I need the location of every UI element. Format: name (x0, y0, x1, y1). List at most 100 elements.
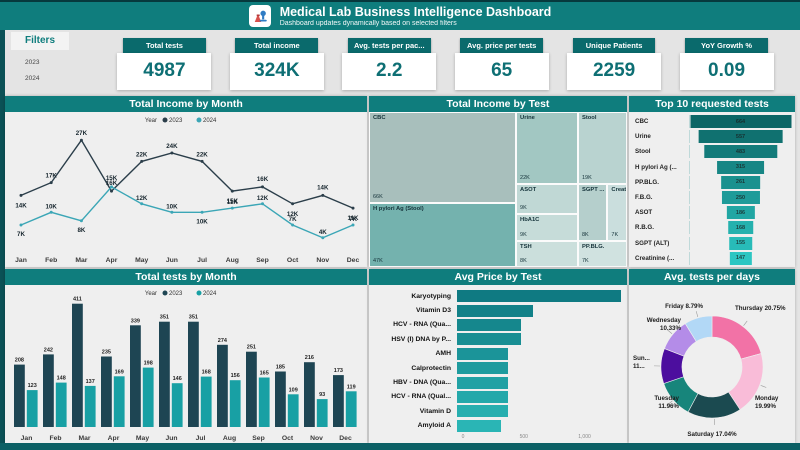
bar-Sep-2023[interactable] (246, 351, 257, 427)
point-2023-Oct[interactable] (291, 202, 295, 206)
kpi-card-3[interactable]: Avg. price per tests 65 (454, 38, 549, 90)
bar-Apr-2023[interactable] (101, 356, 112, 428)
treemap-cell-6[interactable]: TSH 8K (516, 240, 578, 267)
price-bar[interactable] (457, 362, 508, 375)
point-2023-Jan[interactable] (19, 193, 23, 197)
bar-Feb-2024[interactable] (55, 382, 67, 427)
point-2023-Jul[interactable] (200, 159, 204, 163)
point-2024-Aug[interactable] (230, 206, 234, 210)
bar-Jan-2023[interactable] (14, 364, 25, 427)
funnel-bar[interactable]: 155 (728, 236, 753, 250)
price-bar[interactable] (457, 347, 508, 360)
treemap-cell-5[interactable]: HbA1C 9K (516, 214, 578, 241)
kpi-card-1[interactable]: Total income 324K (229, 38, 324, 90)
funnel-bar[interactable]: 250 (721, 191, 760, 205)
treemap-cell-8[interactable]: Creati... 7K (607, 184, 627, 241)
point-2024-Nov[interactable] (321, 236, 325, 240)
point-2024-May[interactable] (140, 202, 144, 206)
bar-Sep-2024[interactable] (258, 377, 270, 428)
treemap-cell-7[interactable]: SGPT ... 8K (577, 184, 608, 241)
point-2024-Mar[interactable] (79, 219, 83, 223)
funnel-bar[interactable]: 315 (716, 160, 765, 174)
funnel-row-7: R.B.G. 168 (629, 220, 795, 235)
donut-slice-Thursday[interactable] (711, 315, 762, 360)
funnel-bar[interactable]: 186 (726, 206, 755, 220)
price-bar[interactable] (457, 390, 508, 403)
price-bar[interactable] (457, 318, 522, 331)
treemap-cell-3[interactable]: Stool 19K (577, 112, 627, 185)
point-2024-Sep[interactable] (261, 202, 264, 206)
funnel-bar-area: 250 (689, 191, 791, 205)
funnel-bar[interactable]: 557 (698, 130, 783, 144)
bar-Oct-2023[interactable] (275, 371, 286, 428)
point-2024-Jul[interactable] (200, 210, 204, 214)
price-bar-area (457, 405, 621, 418)
kpi-card-0[interactable]: Total tests 4987 (117, 38, 212, 90)
point-2023-Nov[interactable] (321, 193, 325, 197)
bar-May-2024[interactable] (142, 367, 154, 427)
point-2023-May[interactable] (140, 159, 144, 163)
bar-Mar-2023[interactable] (72, 303, 83, 427)
point-2023-Aug[interactable] (230, 189, 234, 193)
treemap-cell-1[interactable]: H pylori Ag (Stool) 47K (369, 202, 517, 267)
bar-Jun-2024[interactable] (171, 383, 183, 427)
point-2023-Apr[interactable] (110, 189, 113, 193)
price-row-5: Calprotectin (369, 361, 627, 375)
funnel-bar[interactable]: 261 (720, 175, 761, 189)
bar-Jul-2023[interactable] (188, 321, 199, 427)
funnel-bar[interactable]: 483 (703, 145, 778, 159)
bar-Dec-2024[interactable] (345, 391, 357, 427)
point-2023-Mar[interactable] (79, 138, 83, 142)
bar-Apr-2024[interactable] (113, 376, 125, 427)
donut-slice-Friday[interactable] (684, 315, 713, 342)
bar-Mar-2024[interactable] (84, 385, 96, 427)
treemap-cell-4[interactable]: ASOT 9K (516, 184, 578, 215)
tests-per-day-donut[interactable] (629, 285, 795, 443)
point-2024-Oct[interactable] (291, 223, 295, 227)
svg-text:148: 148 (57, 376, 66, 382)
treemap-cell-0[interactable]: CBC 66K (369, 112, 517, 203)
point-2024-Jan[interactable] (19, 223, 23, 227)
bar-Nov-2023[interactable] (304, 362, 315, 427)
line-series-2023[interactable] (20, 138, 354, 209)
svg-text:22K: 22K (196, 151, 208, 158)
funnel-bar[interactable]: 168 (727, 221, 754, 235)
funnel-bar[interactable]: 664 (690, 115, 791, 129)
kpi-card-2[interactable]: Avg. tests per pac... 2.2 (342, 38, 437, 90)
bar-Jun-2023[interactable] (159, 321, 170, 427)
price-bar[interactable] (457, 405, 508, 418)
price-bar[interactable] (457, 333, 521, 346)
funnel-bar[interactable]: 147 (729, 251, 752, 265)
bar-Aug-2024[interactable] (229, 380, 241, 427)
line-series-2024[interactable] (20, 186, 354, 239)
point-2024-Dec[interactable] (351, 223, 355, 227)
price-bar[interactable] (457, 290, 621, 303)
income-by-month-chart[interactable]: Year 2023 202414K17K27K15K22K24K22K15K16K1… (5, 112, 367, 267)
price-bar[interactable] (457, 304, 533, 317)
point-2023-Feb[interactable] (49, 181, 53, 185)
kpi-card-5[interactable]: YoY Growth % 0.09 (679, 38, 774, 90)
point-2024-Apr[interactable] (110, 185, 113, 189)
filter-option-2024[interactable]: 2024 (25, 75, 40, 82)
kpi-card-4[interactable]: Unique Patients 2259 (567, 38, 662, 90)
funnel-bar-area: 155 (689, 236, 791, 250)
bar-Nov-2024[interactable] (316, 399, 328, 427)
tests-by-month-chart[interactable]: Year 2023 2024 208 123 Jan 242 148 Feb 411 137 Mar 2… (5, 285, 367, 443)
point-2024-Feb[interactable] (49, 210, 53, 214)
bar-Feb-2023[interactable] (43, 354, 54, 427)
treemap-cell-2[interactable]: Urine 22K (516, 112, 578, 185)
bar-Jul-2024[interactable] (200, 376, 212, 427)
point-2023-Jun[interactable] (170, 151, 174, 155)
bar-May-2023[interactable] (130, 325, 141, 427)
price-bar[interactable] (457, 419, 502, 432)
price-bar[interactable] (457, 376, 508, 389)
bar-Jan-2024[interactable] (26, 390, 38, 427)
bar-Dec-2023[interactable] (333, 375, 344, 427)
point-2024-Jun[interactable] (170, 210, 174, 214)
treemap-cell-9[interactable]: PP.BLG. 7K (577, 240, 627, 267)
bar-Oct-2024[interactable] (287, 394, 299, 427)
point-2023-Dec[interactable] (351, 206, 355, 210)
filter-option-2023[interactable]: 2023 (25, 59, 40, 66)
point-2023-Sep[interactable] (261, 185, 264, 189)
bar-Aug-2023[interactable] (217, 344, 228, 427)
